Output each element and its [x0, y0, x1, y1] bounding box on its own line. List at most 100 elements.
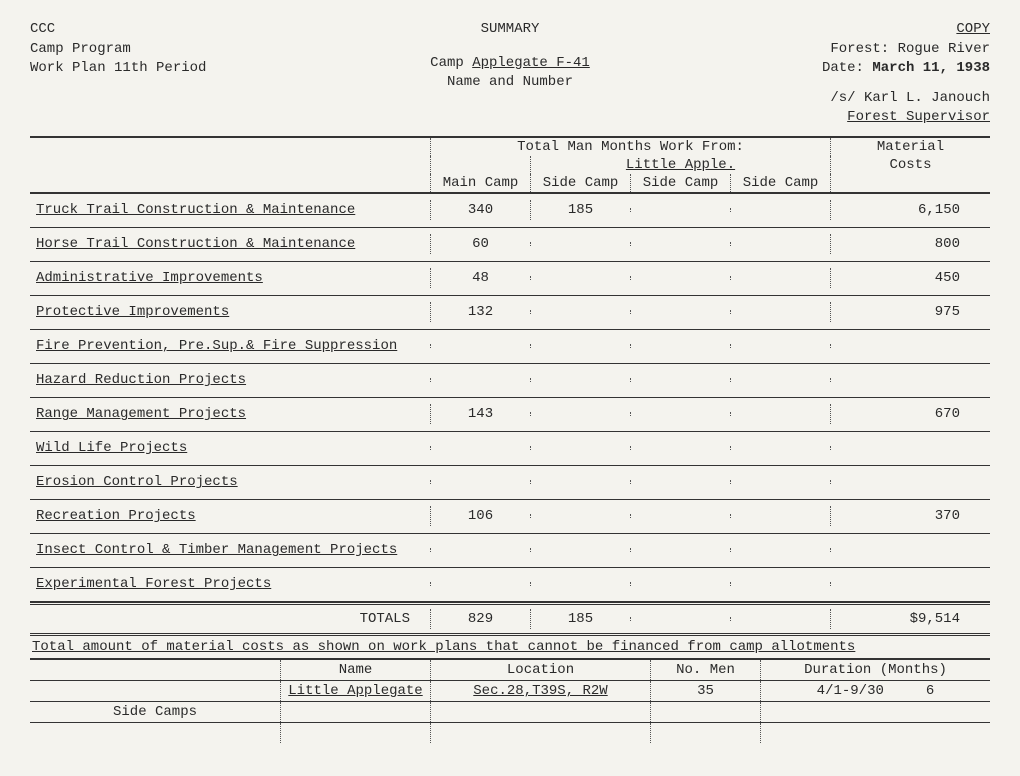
side-camps-heading: Side Camps: [30, 702, 280, 722]
table-row: Horse Trail Construction & Maintenance60…: [30, 228, 990, 262]
row-side1: [530, 344, 630, 348]
plan-period: Work Plan 11th Period: [30, 59, 350, 79]
footnote: Total amount of material costs as shown …: [30, 636, 990, 659]
side-camps-section: Name Location No. Men Duration (Months) …: [30, 659, 990, 743]
row-side2: [630, 242, 730, 246]
row-main: [430, 446, 530, 450]
row-side1: [530, 480, 630, 484]
row-label: Erosion Control Projects: [30, 472, 430, 492]
row-side1: [530, 514, 630, 518]
col-material: Material: [830, 138, 990, 156]
row-side3: [730, 412, 830, 416]
table-row: Recreation Projects106370: [30, 500, 990, 534]
title: SUMMARY: [350, 20, 670, 40]
row-side2: [630, 446, 730, 450]
row-label: Fire Prevention, Pre.Sup.& Fire Suppress…: [30, 336, 430, 356]
row-side3: [730, 276, 830, 280]
camp-sub: Name and Number: [350, 73, 670, 93]
table-row: Experimental Forest Projects: [30, 568, 990, 602]
row-main: 340: [430, 200, 530, 220]
row-cost: [830, 582, 990, 586]
row-side2: [630, 310, 730, 314]
row-label: Truck Trail Construction & Maintenance: [30, 200, 430, 220]
row-main: 132: [430, 302, 530, 322]
side-camp-row: Little Applegate Sec.28,T39S, R2W 35 4/1…: [30, 681, 990, 702]
row-cost: [830, 378, 990, 382]
totals-row: TOTALS 829 185 $9,514: [30, 602, 990, 636]
table-row: Administrative Improvements48450: [30, 262, 990, 296]
forest-line: Forest: Rogue River: [670, 40, 990, 60]
forest-name: Rogue River: [898, 41, 990, 57]
date-label: Date:: [822, 60, 864, 76]
table-row: Hazard Reduction Projects: [30, 364, 990, 398]
row-side1: [530, 548, 630, 552]
col-side1-label: Little Apple.: [530, 156, 830, 174]
totals-side2: [630, 617, 730, 621]
row-label: Hazard Reduction Projects: [30, 370, 430, 390]
row-side2: [630, 276, 730, 280]
sc-duration: 4/1-9/30 6: [760, 681, 990, 701]
side-camp-row: [30, 723, 990, 743]
org-code: CCC: [30, 20, 350, 40]
row-main: [430, 480, 530, 484]
row-label: Wild Life Projects: [30, 438, 430, 458]
row-label: Experimental Forest Projects: [30, 574, 430, 594]
row-cost: [830, 446, 990, 450]
sc-col-duration: Duration (Months): [760, 660, 990, 680]
row-side3: [730, 446, 830, 450]
row-main: [430, 344, 530, 348]
row-label: Recreation Projects: [30, 506, 430, 526]
row-side1: [530, 276, 630, 280]
table-row: Insect Control & Timber Management Proje…: [30, 534, 990, 568]
header-left: CCC Camp Program Work Plan 11th Period: [30, 20, 350, 128]
header-right: COPY Forest: Rogue River Date: March 11,…: [670, 20, 990, 128]
table-row: Wild Life Projects: [30, 432, 990, 466]
col-costs: Costs: [830, 156, 990, 174]
totals-cost: $9,514: [830, 609, 990, 629]
row-cost: 450: [830, 268, 990, 288]
footnote-text: Total amount of material costs as shown …: [32, 639, 855, 655]
row-main: 48: [430, 268, 530, 288]
camp-line: Camp Applegate F-41: [350, 54, 670, 74]
row-side3: [730, 548, 830, 552]
row-side3: [730, 582, 830, 586]
col-side-camp-2: Side Camp: [630, 174, 730, 192]
document-header: CCC Camp Program Work Plan 11th Period S…: [30, 20, 990, 128]
row-cost: 670: [830, 404, 990, 424]
row-main: [430, 378, 530, 382]
sc-col-men: No. Men: [650, 660, 760, 680]
row-side3: [730, 310, 830, 314]
copy-label: COPY: [670, 20, 990, 40]
header-center: SUMMARY Camp Applegate F-41 Name and Num…: [350, 20, 670, 128]
date-value: March 11, 1938: [872, 60, 990, 76]
camp-name: Applegate F-41: [472, 55, 590, 71]
row-side3: [730, 378, 830, 382]
row-side3: [730, 242, 830, 246]
side-camps-heading: [30, 681, 280, 701]
sc-men: 35: [650, 681, 760, 701]
camp-prefix: Camp: [430, 55, 464, 71]
row-main: [430, 548, 530, 552]
row-side2: [630, 548, 730, 552]
table-row: Protective Improvements132975: [30, 296, 990, 330]
row-cost: 800: [830, 234, 990, 254]
row-side2: [630, 480, 730, 484]
row-side2: [630, 378, 730, 382]
side-camp-row: Side Camps: [30, 702, 990, 723]
row-side1: [530, 582, 630, 586]
row-side1: 185: [530, 200, 630, 220]
column-headers: Total Man Months Work From: Material Lit…: [30, 136, 990, 194]
totals-side3: [730, 617, 830, 621]
table-row: Range Management Projects143670: [30, 398, 990, 432]
row-side3: [730, 208, 830, 212]
row-cost: [830, 344, 990, 348]
row-label: Horse Trail Construction & Maintenance: [30, 234, 430, 254]
row-side2: [630, 208, 730, 212]
row-cost: 975: [830, 302, 990, 322]
col-side-camp-1: Side Camp: [530, 174, 630, 192]
signature: /s/ Karl L. Janouch: [670, 89, 990, 109]
row-cost: [830, 480, 990, 484]
table-row: Erosion Control Projects: [30, 466, 990, 500]
row-side2: [630, 344, 730, 348]
table-row: Fire Prevention, Pre.Sup.& Fire Suppress…: [30, 330, 990, 364]
